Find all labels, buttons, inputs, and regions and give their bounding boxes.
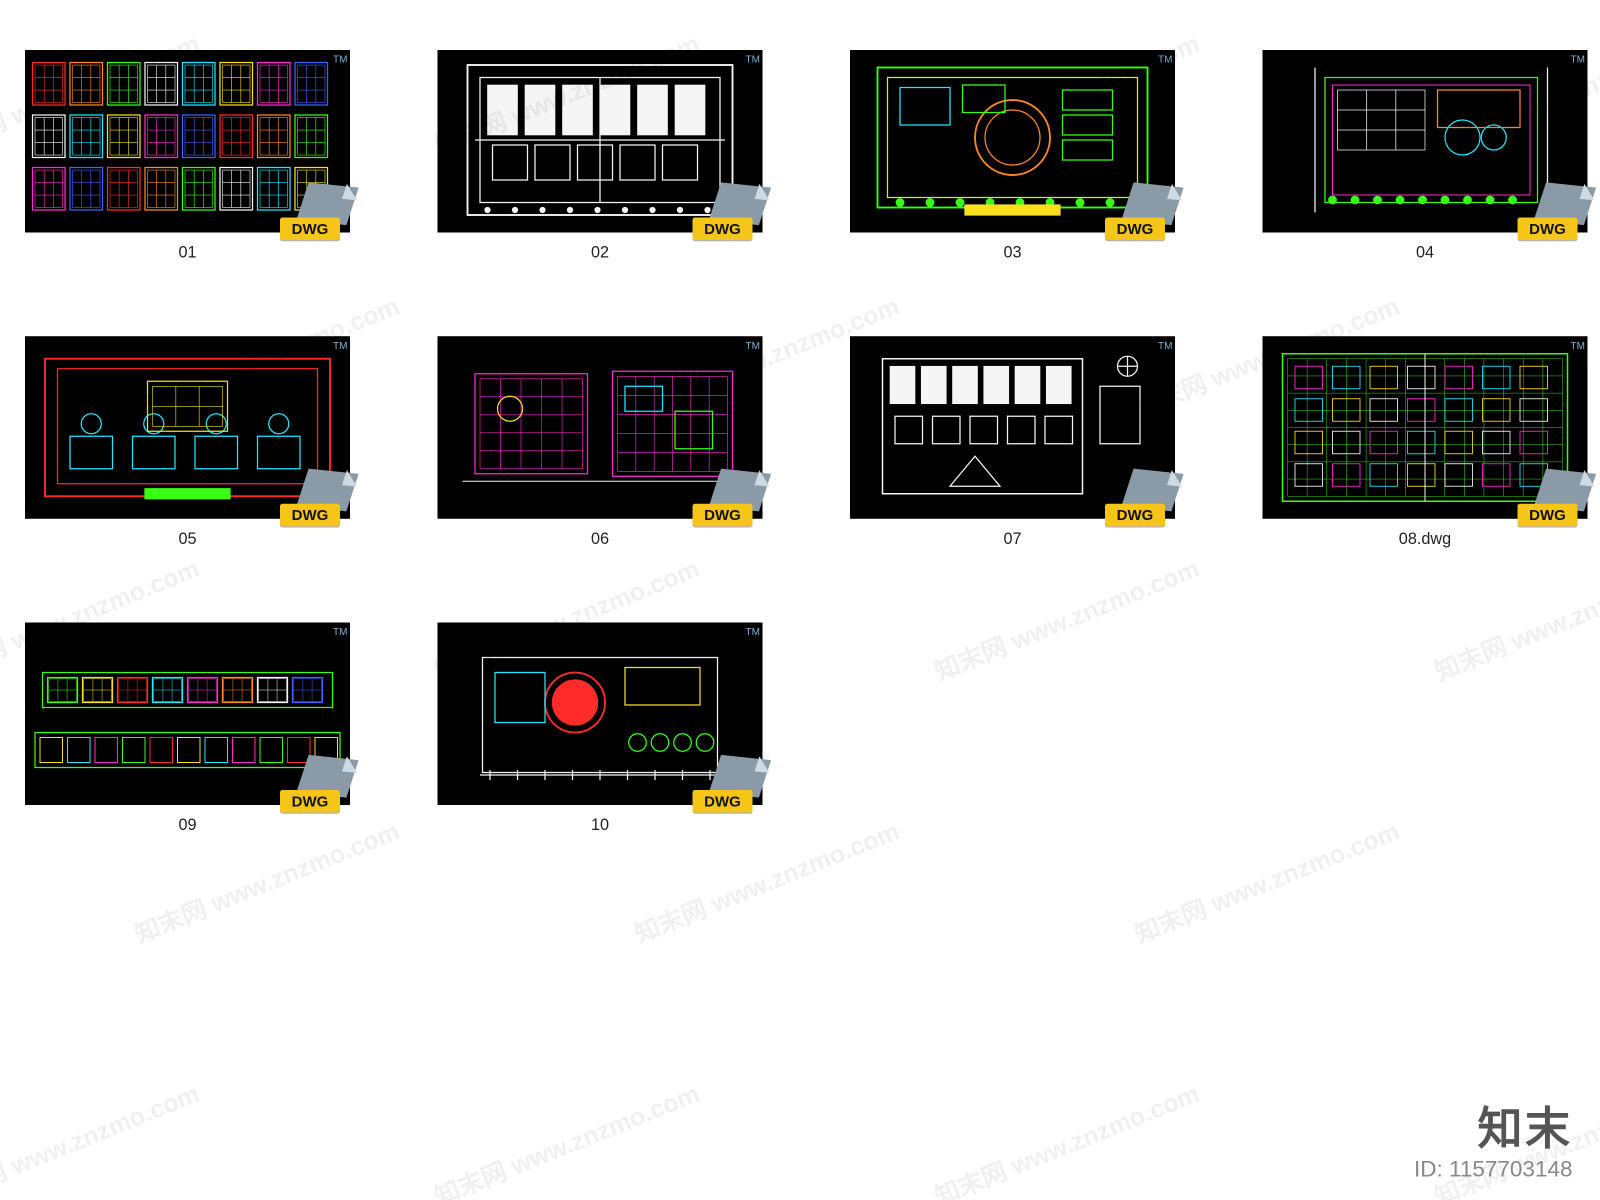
tm-mark: TM (746, 55, 760, 65)
file-label[interactable]: 09 (178, 815, 196, 834)
file-cell: TMDWG 09 (25, 623, 350, 834)
file-cell: TMDWG 02 (438, 50, 763, 261)
file-thumbnail[interactable]: TMDWG (850, 50, 1175, 233)
watermark-text: 知末网 www.znzmo.com (928, 1073, 1203, 1200)
file-label[interactable]: 03 (1003, 243, 1021, 262)
cad-preview (1263, 336, 1588, 519)
file-thumbnail[interactable]: TMDWG (438, 623, 763, 806)
watermark-text: 知末网 www.znzmo.com (0, 1073, 204, 1200)
tm-mark: TM (1158, 341, 1172, 351)
cad-preview (850, 50, 1175, 233)
file-label[interactable]: 04 (1416, 243, 1434, 262)
brand-id: ID: 1157703148 (1414, 1156, 1573, 1182)
file-thumbnail[interactable]: TMDWG (1263, 50, 1588, 233)
brand-id-value: 1157703148 (1449, 1156, 1572, 1181)
cad-preview (438, 50, 763, 233)
file-cell: TMDWG 03 (850, 50, 1175, 261)
file-label[interactable]: 05 (178, 529, 196, 548)
file-label[interactable]: 08.dwg (1399, 529, 1451, 548)
file-label[interactable]: 10 (591, 815, 609, 834)
file-label[interactable]: 06 (591, 529, 609, 548)
file-cell: TMDWG 10 (438, 623, 763, 834)
cad-preview (1263, 50, 1588, 233)
file-thumbnail[interactable]: TMDWG (438, 336, 763, 519)
site-brand: 知末 ID: 1157703148 (1414, 1106, 1573, 1182)
file-cell: TMDWG 04 (1263, 50, 1588, 261)
file-cell: TMDWG 07 (850, 336, 1175, 547)
cad-preview (25, 336, 350, 519)
cad-preview (438, 336, 763, 519)
brand-logo-text: 知末 (1414, 1106, 1573, 1151)
file-cell: TMDWG 06 (438, 336, 763, 547)
tm-mark: TM (746, 341, 760, 351)
file-thumbnail[interactable]: TMDWG (25, 623, 350, 806)
tm-mark: TM (333, 341, 347, 351)
file-label[interactable]: 02 (591, 243, 609, 262)
file-thumbnail[interactable]: TMDWG (25, 336, 350, 519)
file-label[interactable]: 01 (178, 243, 196, 262)
tm-mark: TM (333, 628, 347, 638)
thumbnail-grid: TMDWG01TMDWG02TMDWG03TMDWG04TMDWG05TMDWG… (0, 0, 1600, 884)
file-thumbnail[interactable]: TMDWG (25, 50, 350, 233)
tm-mark: TM (1571, 55, 1585, 65)
watermark-text: 知末网 www.znzmo.com (428, 1073, 703, 1200)
tm-mark: TM (746, 628, 760, 638)
file-cell: TMDWG 01 (25, 50, 350, 261)
file-thumbnail-canvas: TMDWG01TMDWG02TMDWG03TMDWG04TMDWG05TMDWG… (0, 0, 1600, 1200)
cad-preview (25, 50, 350, 233)
tm-mark: TM (1571, 341, 1585, 351)
file-label[interactable]: 07 (1003, 529, 1021, 548)
file-thumbnail[interactable]: TMDWG (850, 336, 1175, 519)
brand-id-label: ID: (1414, 1156, 1443, 1181)
cad-preview (438, 623, 763, 806)
tm-mark: TM (333, 55, 347, 65)
cad-preview (850, 336, 1175, 519)
tm-mark: TM (1158, 55, 1172, 65)
file-thumbnail[interactable]: TMDWG (1263, 336, 1588, 519)
file-cell: TMDWG 05 (25, 336, 350, 547)
file-thumbnail[interactable]: TMDWG (438, 50, 763, 233)
file-cell: TMDWG 08.dwg (1263, 336, 1588, 547)
cad-preview (25, 623, 350, 806)
